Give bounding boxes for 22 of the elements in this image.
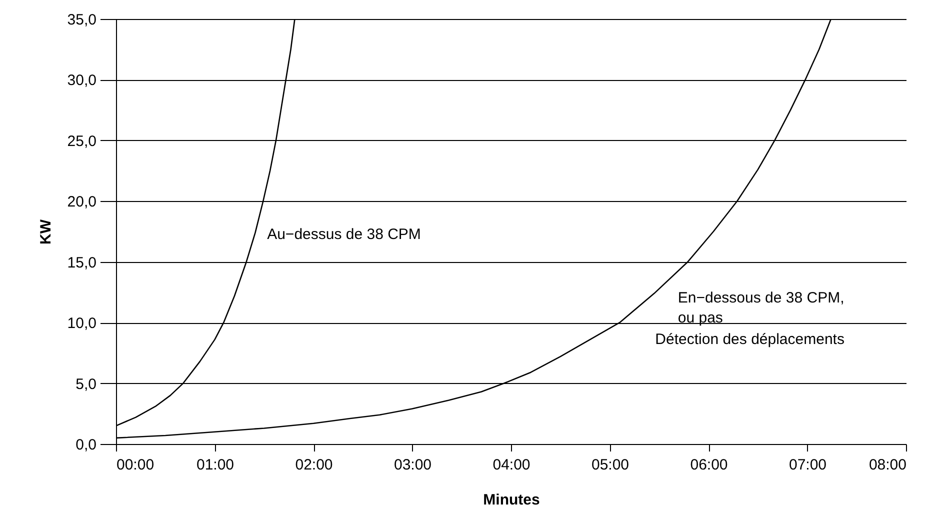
y-axis-title: KW	[37, 218, 54, 244]
x-tick-label: 06:00	[690, 456, 728, 474]
y-tick-label: 35,0	[67, 12, 96, 28]
x-tick-label: 04:00	[492, 456, 530, 474]
y-tick-label: 20,0	[67, 194, 96, 211]
y-tick-label: 10,0	[67, 315, 96, 332]
y-tick-label: 0,0	[76, 436, 96, 454]
series-label: En−dessous de 38 CPM, ou pas	[678, 290, 844, 327]
y-tick-label: 25,0	[67, 132, 96, 150]
x-tick-label: 05:00	[591, 456, 630, 474]
x-tick-label: 02:00	[295, 456, 333, 474]
annotation: Détection des déplacements	[655, 330, 844, 348]
series-label: Au−dessus de 38 CPM	[267, 226, 421, 243]
y-tick-label: 15,0	[67, 254, 96, 272]
x-tick-label: 01:00	[196, 456, 234, 474]
x-tick-label: 08:00	[868, 456, 906, 474]
x-tick-label: 03:00	[394, 456, 432, 474]
x-tick-label: 00:00	[116, 456, 154, 474]
x-tick-label: 07:00	[788, 456, 827, 474]
y-tick-label: 30,0	[67, 72, 96, 90]
x-axis-title: Minutes	[483, 492, 540, 508]
y-tick-label: 5,0	[76, 376, 96, 393]
